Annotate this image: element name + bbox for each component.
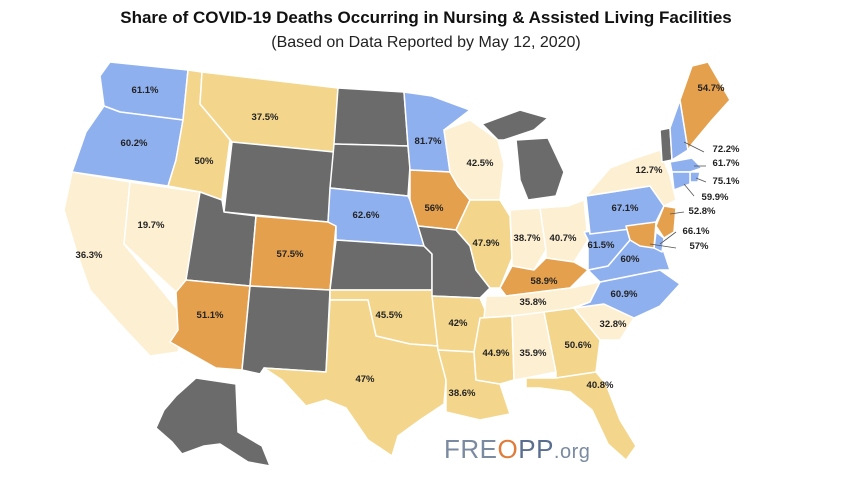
state-wy[interactable] — [223, 141, 335, 223]
state-me[interactable] — [679, 61, 731, 151]
state-label-ok: 45.5% — [376, 310, 403, 321]
state-label-ga: 50.6% — [565, 340, 592, 351]
state-label-fl: 40.8% — [587, 380, 614, 391]
map-subtitle: (Based on Data Reported by May 12, 2020) — [271, 34, 581, 51]
state-label-ri: 75.1% — [713, 176, 740, 187]
state-label-oh: 40.7% — [550, 233, 577, 244]
leader-lines — [649, 141, 707, 249]
state-label-ky: 58.9% — [531, 276, 558, 287]
state-label-wi: 42.5% — [467, 158, 494, 169]
state-value-labels: 61.1% 60.2% 36.3% 19.7% 50% 37.5% 51.1% 57.5% 62… — [76, 83, 740, 399]
leader-ri — [695, 177, 707, 183]
state-label-ar: 42% — [448, 318, 468, 329]
state-mi[interactable] — [481, 109, 565, 201]
state-label-nc: 60.9% — [611, 289, 638, 300]
leader-md — [649, 243, 677, 249]
leader-de — [659, 231, 677, 245]
state-co[interactable] — [249, 215, 337, 291]
state-label-wv: 61.5% — [588, 240, 615, 251]
state-nm[interactable] — [241, 285, 331, 375]
state-il[interactable] — [455, 199, 513, 289]
state-ny[interactable] — [585, 149, 677, 207]
logo-text-fre: FRE — [444, 434, 498, 464]
state-label-mt: 37.5% — [252, 112, 279, 123]
state-label-mn: 81.7% — [415, 136, 442, 147]
state-label-wa: 61.1% — [132, 85, 159, 96]
state-label-de: 66.1% — [683, 226, 710, 237]
state-label-nj: 52.8% — [689, 206, 716, 217]
state-label-az: 51.1% — [197, 310, 224, 321]
state-ri[interactable] — [689, 171, 701, 183]
state-label-sc: 32.8% — [600, 319, 627, 330]
state-nd[interactable] — [333, 87, 409, 147]
state-label-il: 47.9% — [473, 238, 500, 249]
freopp-logo: FREOPP.org — [444, 434, 590, 465]
state-label-pa: 67.1% — [612, 203, 639, 214]
state-label-va: 60% — [620, 254, 640, 265]
state-label-in: 38.7% — [514, 233, 541, 244]
state-ks[interactable] — [329, 239, 433, 291]
leader-ct — [683, 183, 695, 197]
state-label-co: 57.5% — [277, 249, 304, 260]
state-label-ca: 36.3% — [76, 250, 103, 261]
state-label-la: 38.6% — [449, 388, 476, 399]
state-label-ny: 12.7% — [636, 165, 663, 176]
map-title: Share of COVID-19 Deaths Occurring in Nu… — [120, 8, 732, 27]
state-oh[interactable] — [539, 199, 589, 263]
state-label-nh: 72.2% — [713, 144, 740, 155]
state-label-ia: 56% — [424, 203, 444, 214]
state-label-or: 60.2% — [121, 138, 148, 149]
leader-nj — [669, 211, 685, 215]
state-fl[interactable] — [525, 371, 637, 461]
state-label-me: 54.7% — [698, 83, 725, 94]
state-label-ct: 59.9% — [702, 192, 729, 203]
state-sd[interactable] — [329, 143, 411, 197]
state-label-tn: 35.8% — [520, 297, 547, 308]
state-label-ma: 61.7% — [713, 158, 740, 169]
state-az[interactable] — [169, 279, 251, 371]
logo-text-org: .org — [553, 441, 591, 463]
state-label-ne: 62.6% — [353, 210, 380, 221]
logo-text-pp: PP — [518, 434, 554, 464]
state-al[interactable] — [511, 311, 557, 381]
state-label-ms: 44.9% — [483, 348, 510, 359]
state-label-md: 57% — [689, 241, 709, 252]
state-ct[interactable] — [671, 171, 691, 191]
state-ma[interactable] — [669, 157, 703, 173]
state-label-tx: 47% — [355, 374, 375, 385]
leader-nh — [683, 141, 705, 153]
state-tx[interactable] — [263, 299, 447, 457]
state-label-id: 50% — [194, 156, 214, 167]
state-ak[interactable] — [155, 377, 271, 467]
logo-text-o: O — [497, 434, 519, 464]
state-label-al: 35.9% — [520, 348, 547, 359]
state-md[interactable] — [625, 221, 657, 249]
state-label-nv: 19.7% — [138, 220, 165, 231]
states-layer — [63, 61, 731, 467]
